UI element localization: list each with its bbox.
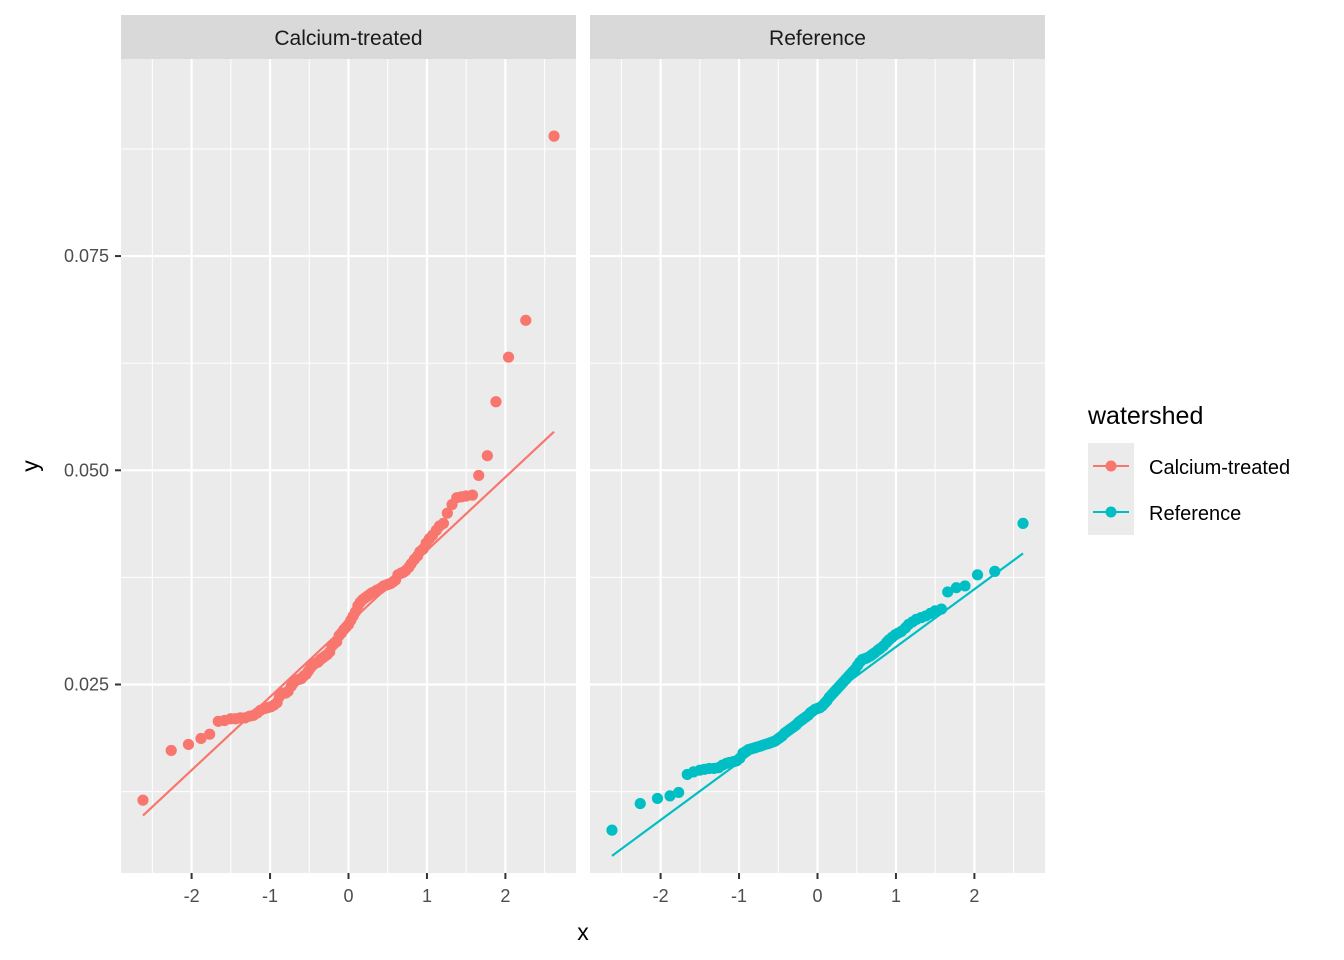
legend-item-calcium-treated: Calcium-treated xyxy=(1088,443,1290,489)
data-point xyxy=(548,130,560,142)
y-tick-label: 0.025 xyxy=(64,674,109,694)
data-point xyxy=(490,396,502,408)
data-point xyxy=(942,586,954,598)
legend: watershed Calcium-treated Reference xyxy=(1087,402,1290,535)
legend-title: watershed xyxy=(1087,402,1203,430)
data-point xyxy=(673,786,685,799)
points-calcium-treated xyxy=(137,130,560,806)
data-point xyxy=(195,732,207,745)
data-point xyxy=(204,728,216,740)
x-axis-calcium-treated: -2 -1 0 1 2 xyxy=(184,873,510,906)
legend-item-reference: Reference xyxy=(1088,489,1241,535)
data-point xyxy=(606,824,618,836)
data-point xyxy=(971,569,984,581)
data-point xyxy=(634,797,646,810)
legend-label-reference: Reference xyxy=(1149,503,1241,525)
data-point xyxy=(182,738,195,751)
data-point xyxy=(651,792,664,805)
data-point xyxy=(502,351,515,363)
strip-label-calcium-treated: Calcium-treated xyxy=(274,27,422,50)
data-point xyxy=(989,565,1001,577)
data-point xyxy=(950,582,962,594)
data-point xyxy=(520,314,532,326)
points-reference xyxy=(606,517,1029,836)
x-axis-reference: -2 -1 0 1 2 xyxy=(653,873,979,906)
x-tick-label: -1 xyxy=(731,886,747,906)
x-tick-label: 1 xyxy=(422,886,432,906)
x-tick-label: 0 xyxy=(812,886,822,906)
data-point xyxy=(473,469,485,482)
gridlines-reference xyxy=(590,59,1045,873)
x-tick-label: 0 xyxy=(343,886,353,906)
strip-background-reference xyxy=(590,15,1045,59)
data-point xyxy=(1017,517,1029,530)
x-tick-label: 2 xyxy=(500,886,510,906)
y-tick-label: 0.050 xyxy=(64,460,109,480)
panel-calcium-treated: Calcium-treated -2 -1 0 1 2 xyxy=(121,15,576,906)
strip-label-reference: Reference xyxy=(769,27,866,50)
y-axis: 0.025 0.050 0.075 xyxy=(64,246,121,694)
data-point xyxy=(437,517,450,530)
x-tick-label: -2 xyxy=(653,886,669,906)
gridlines-calcium-treated xyxy=(121,59,576,873)
x-axis-title: x xyxy=(577,919,589,945)
legend-key-point-reference xyxy=(1105,506,1117,518)
legend-label-calcium-treated: Calcium-treated xyxy=(1149,457,1290,479)
x-tick-label: 2 xyxy=(969,886,979,906)
data-point xyxy=(664,790,676,802)
data-point xyxy=(959,580,971,592)
legend-key-point-calcium-treated xyxy=(1105,460,1117,472)
data-point xyxy=(935,603,948,615)
x-tick-label: -1 xyxy=(262,886,278,906)
y-tick-label: 0.075 xyxy=(64,246,109,266)
x-tick-label: 1 xyxy=(891,886,901,906)
data-point xyxy=(441,507,453,519)
data-point xyxy=(137,794,149,806)
strip-background-calcium-treated xyxy=(121,15,576,59)
data-point xyxy=(481,450,493,462)
data-point xyxy=(165,744,177,757)
panel-reference: Reference -2 -1 0 1 2 xyxy=(590,15,1045,906)
x-tick-label: -2 xyxy=(184,886,200,906)
y-axis-title: y xyxy=(17,460,43,472)
data-point xyxy=(466,489,479,501)
